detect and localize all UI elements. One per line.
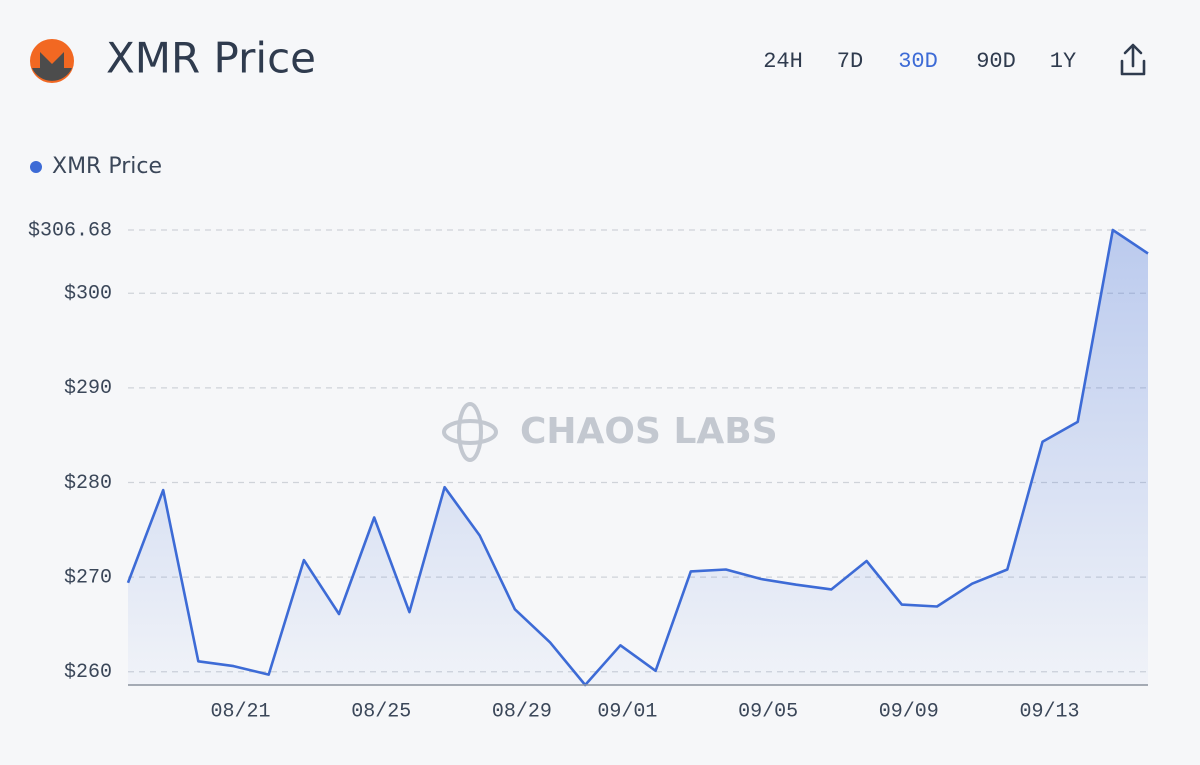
price-line (126, 228, 1149, 687)
x-tick-label: 08/29 (492, 700, 552, 723)
legend-label[interactable]: XMR Price (52, 154, 162, 179)
x-tick-label: 09/01 (597, 700, 657, 723)
legend-marker (30, 161, 42, 173)
x-tick-label: 08/25 (351, 700, 411, 723)
y-tick-label: $300 (64, 282, 112, 305)
y-tick-label: $280 (64, 472, 112, 495)
y-tick-label: $306.68 (28, 219, 112, 242)
x-tick-label: 09/13 (1019, 700, 1079, 723)
y-tick-label: $270 (64, 566, 112, 589)
y-tick-label: $290 (64, 377, 112, 400)
x-tick-label: 09/09 (879, 700, 939, 723)
range-button[interactable]: 1Y (1050, 49, 1076, 74)
range-button[interactable]: 30D (898, 49, 938, 74)
range-button[interactable]: 90D (976, 49, 1016, 74)
range-button[interactable]: 24H (763, 49, 803, 74)
range-selector: 24H 7D 30D 90D 1Y (763, 49, 1076, 74)
x-tick-label: 09/05 (738, 700, 798, 723)
area-fill (128, 230, 1148, 685)
share-button[interactable] (1120, 43, 1146, 76)
y-tick-label: $260 (64, 661, 112, 684)
plot-area: $260 $270 $280 $290 $300 $306.68 08/21 08/25 08/… (28, 219, 1149, 723)
page-title: XMR Price (106, 34, 316, 83)
watermark-logo (442, 402, 498, 462)
range-button[interactable]: 7D (837, 49, 863, 74)
x-tick-label: 08/21 (211, 700, 271, 723)
watermark-text: CHAOS LABS (520, 411, 778, 452)
coin-logo (30, 39, 74, 83)
